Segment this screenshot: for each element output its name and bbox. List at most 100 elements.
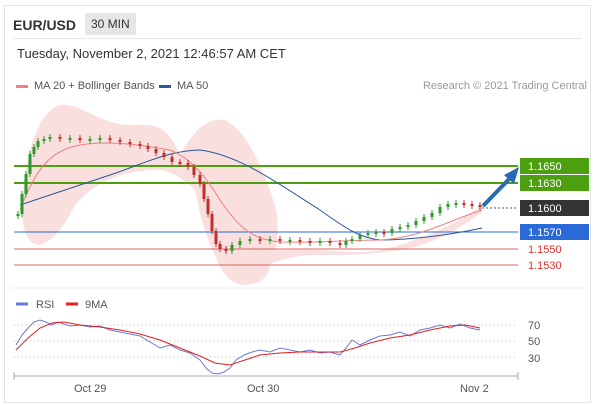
candle-body: [206, 199, 210, 214]
candle-body: [258, 239, 262, 241]
candle-body: [268, 239, 272, 241]
title-bar: EUR/USD 30 MIN: [5, 6, 590, 38]
ma20-line: [19, 142, 483, 243]
candle-body: [186, 163, 190, 167]
candle-body: [210, 214, 214, 231]
price-label-1570: 1.1570: [528, 227, 562, 239]
legend-ma50: MA 50: [159, 80, 208, 92]
candle-body: [406, 225, 410, 227]
candlesticks: [16, 134, 482, 254]
bollinger-band: [22, 104, 482, 286]
rsi-label-50: 50: [528, 336, 540, 348]
label-box-1650: [520, 158, 589, 174]
candle-body: [218, 244, 222, 249]
candle-body: [146, 146, 150, 149]
candle-body: [170, 157, 174, 162]
arrow-head-icon: [504, 167, 519, 184]
candle-body: [198, 175, 202, 184]
legend-ma50-label: MA 50: [177, 80, 209, 92]
candle-body: [446, 204, 450, 207]
timestamp: Tuesday, November 2, 2021 12:46:57 AM CE…: [17, 46, 286, 61]
candle-body: [36, 141, 40, 147]
candle-body: [308, 241, 312, 243]
candle-body: [462, 203, 466, 205]
credit-text: Research © 2021 Trading Central: [422, 80, 587, 92]
candle-body: [438, 207, 442, 213]
candle-body: [278, 239, 282, 241]
candle-body: [42, 139, 46, 141]
chart-widget: EUR/USD 30 MIN Tuesday, November 2, 2021…: [4, 5, 591, 403]
candle-body: [328, 241, 332, 243]
candle-body: [28, 154, 32, 174]
candle-body: [350, 239, 354, 241]
candle-body: [78, 138, 82, 140]
price-label-1650: 1.1650: [528, 161, 562, 173]
rsi-legend-9ma: 9MA: [85, 299, 108, 311]
candle-body: [478, 205, 482, 207]
candle-body: [390, 229, 394, 233]
candle-body: [48, 137, 52, 139]
rsi-label-30: 30: [528, 353, 540, 365]
ma50-line: [19, 149, 483, 241]
candle-body: [374, 232, 378, 234]
candle-body: [422, 217, 426, 221]
candle-body: [192, 167, 196, 175]
rsi-label-70: 70: [528, 320, 540, 332]
candle-body: [24, 174, 28, 194]
candle-body: [230, 245, 234, 251]
candle-body: [154, 149, 158, 153]
price-label-1550: 1.1550: [528, 244, 562, 256]
candle-body: [430, 213, 434, 217]
candle-body: [128, 142, 132, 144]
x-label-nov2: Nov 2: [460, 383, 489, 395]
legend-ma20: MA 20 + Bollinger Bands: [16, 80, 155, 92]
candle-body: [214, 231, 218, 244]
ma20-swatch: [16, 84, 28, 88]
divider: [13, 38, 582, 39]
price-label-1600: 1.1600: [528, 203, 562, 215]
candle-body: [338, 243, 342, 245]
candle-body: [454, 203, 458, 205]
candle-body: [318, 241, 322, 243]
candle-body: [58, 137, 62, 139]
candle-body: [68, 138, 72, 140]
candle-body: [248, 239, 252, 241]
forecast-arrow: [481, 174, 514, 208]
candle-body: [470, 204, 474, 206]
candle-body: [162, 153, 166, 157]
timeframe-badge[interactable]: 30 MIN: [85, 13, 136, 35]
candle-body: [366, 233, 370, 235]
candle-body: [98, 138, 102, 140]
candle-body: [398, 227, 402, 229]
x-label-oct29: Oct 29: [74, 383, 106, 395]
candle-body: [32, 147, 36, 154]
legend-ma20-label: MA 20 + Bollinger Bands: [34, 80, 155, 92]
candle-body: [288, 240, 292, 242]
candle-body: [414, 221, 418, 225]
candle-body: [344, 241, 348, 245]
candle-body: [118, 140, 122, 142]
candle-body: [358, 235, 362, 239]
candle-body: [108, 138, 112, 140]
rsi-legend-rsi: RSI: [36, 299, 54, 311]
label-box-1600: [520, 200, 589, 216]
price-label-1530: 1.1530: [528, 260, 562, 272]
ma50-swatch: [159, 84, 171, 88]
currency-pair: EUR/USD: [13, 17, 77, 33]
price-label-1630: 1.1630: [528, 178, 562, 190]
label-box-1570: [520, 224, 589, 240]
candle-body: [238, 241, 242, 245]
candle-body: [382, 232, 386, 234]
candle-body: [202, 184, 206, 199]
candle-body: [298, 240, 302, 242]
x-label-oct30: Oct 30: [247, 383, 279, 395]
rsi-9ma-line: [15, 321, 481, 366]
label-box-1630: [520, 175, 589, 191]
candle-body: [16, 214, 20, 216]
candle-body: [138, 144, 142, 146]
candle-body: [88, 139, 92, 141]
candle-body: [178, 162, 182, 164]
rsi-line: [15, 319, 481, 375]
candle-body: [224, 249, 228, 251]
